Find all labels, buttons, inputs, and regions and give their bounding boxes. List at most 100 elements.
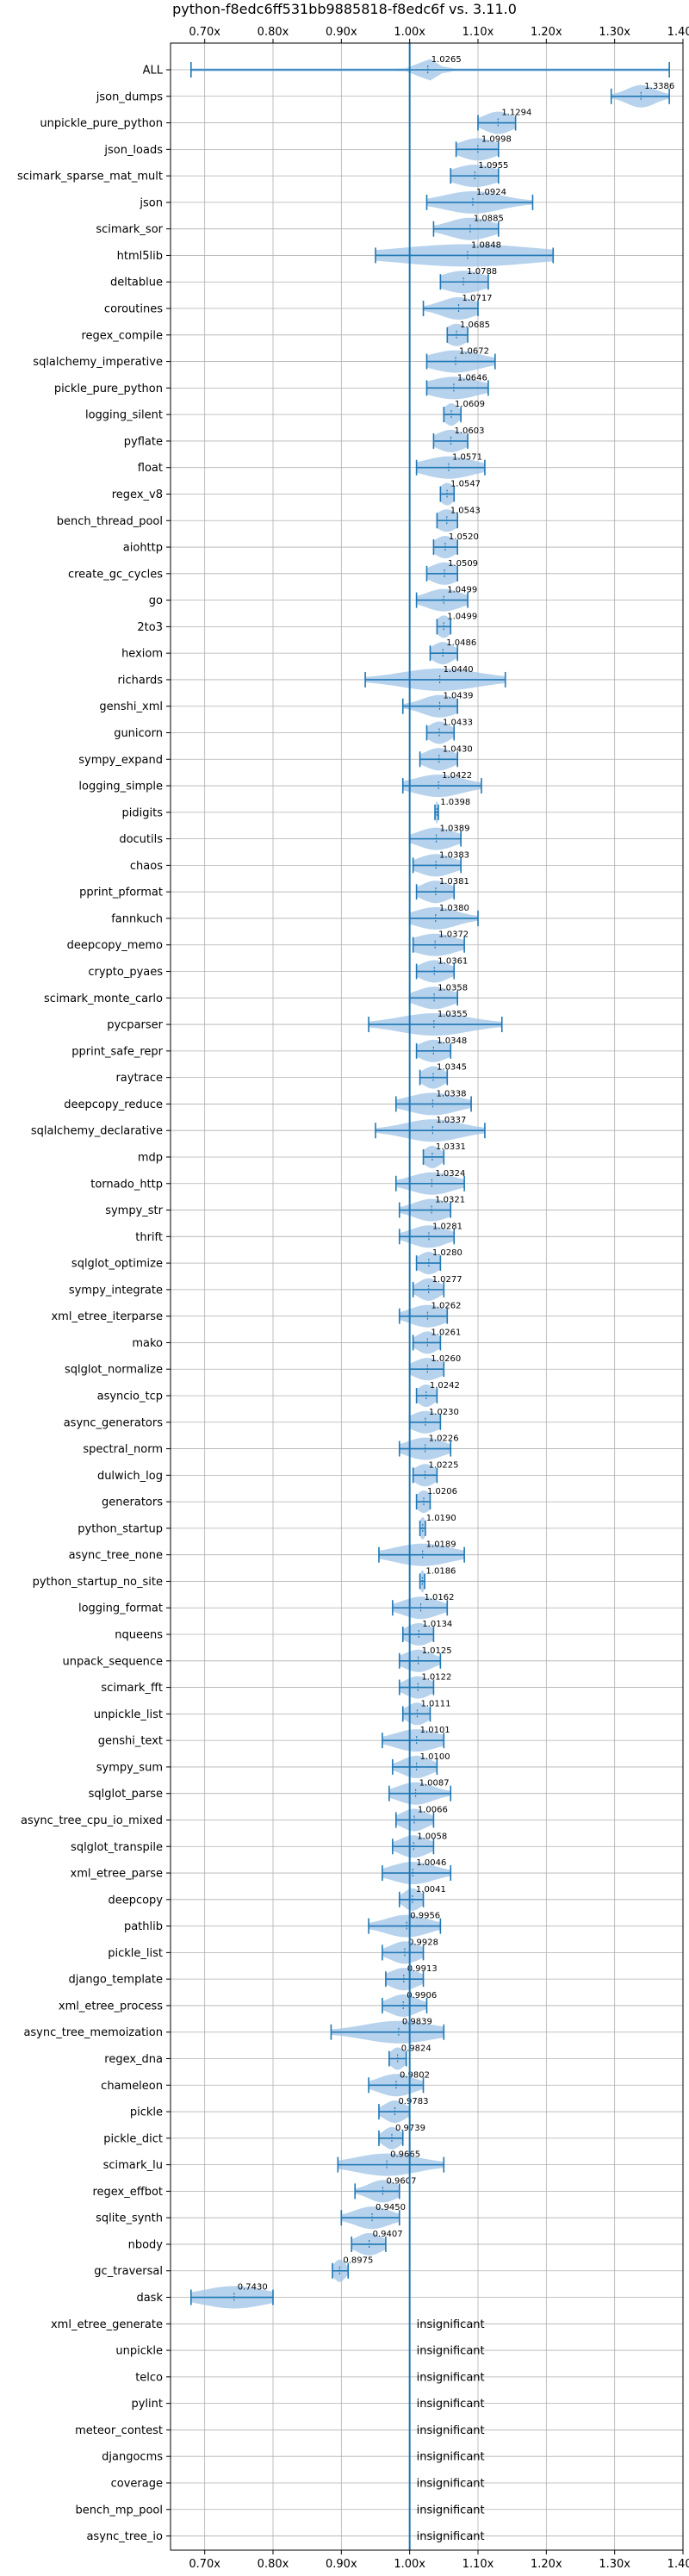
benchmark-label: bench_thread_pool bbox=[57, 515, 163, 528]
benchmark-violin bbox=[398, 1304, 449, 1328]
benchmark-violin bbox=[340, 2206, 400, 2230]
benchmark-label: deepcopy_memo bbox=[67, 939, 163, 952]
value-label: 1.0324 bbox=[435, 1169, 465, 1179]
benchmark-label: sqlglot_normalize bbox=[65, 1364, 163, 1377]
value-label: 1.0087 bbox=[419, 1779, 450, 1789]
benchmark-violin bbox=[368, 1013, 503, 1036]
value-label: 1.0206 bbox=[427, 1487, 457, 1496]
benchmark-violin bbox=[392, 1596, 449, 1620]
benchmark-label: docutils bbox=[119, 833, 163, 846]
value-label: 1.0672 bbox=[459, 347, 489, 357]
benchmark-label: json_loads bbox=[103, 144, 163, 157]
benchmark-violin bbox=[382, 1729, 445, 1752]
benchmark-label: regex_v8 bbox=[112, 488, 163, 501]
benchmark-label: sqlalchemy_imperative bbox=[33, 356, 163, 369]
value-label: 1.0381 bbox=[439, 877, 469, 887]
benchmark-label: raytrace bbox=[115, 1072, 163, 1085]
benchmark-label: sqlglot_transpile bbox=[71, 1841, 163, 1854]
benchmark-violin bbox=[432, 536, 459, 558]
benchmark-violin bbox=[385, 1968, 425, 1991]
x-tick-label-top: 0.70x bbox=[189, 26, 220, 39]
benchmark-label: dask bbox=[136, 2292, 163, 2305]
benchmark-violin bbox=[419, 1570, 425, 1593]
value-label: 1.0955 bbox=[478, 161, 508, 171]
value-label: 0.9607 bbox=[386, 2176, 416, 2186]
benchmark-violin bbox=[415, 1490, 431, 1514]
benchmark-label: telco bbox=[135, 2371, 163, 2384]
value-label: 1.0430 bbox=[443, 744, 473, 754]
benchmark-violin bbox=[415, 1039, 452, 1062]
benchmark-violin bbox=[419, 748, 459, 771]
benchmark-violin bbox=[394, 1808, 435, 1832]
value-label: 1.0277 bbox=[432, 1275, 462, 1285]
benchmark-label: crypto_pyaes bbox=[88, 966, 163, 979]
value-label: 1.3386 bbox=[644, 82, 674, 91]
value-label: 1.0041 bbox=[416, 1885, 446, 1895]
benchmark-label: deepcopy_reduce bbox=[64, 1098, 163, 1111]
value-label: 0.9802 bbox=[400, 2070, 430, 2080]
benchmark-label: regex_effbot bbox=[92, 2186, 163, 2199]
benchmark-label: meteor_contest bbox=[75, 2424, 163, 2437]
benchmark-label: pycparser bbox=[107, 1019, 163, 1032]
benchmark-violin bbox=[351, 2233, 387, 2256]
value-label: 1.0543 bbox=[450, 506, 481, 515]
benchmark-label: json bbox=[139, 196, 163, 209]
benchmark-violin bbox=[439, 482, 456, 506]
benchmark-label: chameleon bbox=[101, 2080, 163, 2093]
benchmark-violin bbox=[422, 1146, 445, 1168]
benchmark-violin bbox=[415, 880, 456, 904]
value-label: 0.9824 bbox=[401, 2044, 431, 2054]
x-tick-label-bottom: 0.90x bbox=[326, 2558, 357, 2571]
benchmark-violin bbox=[425, 562, 459, 585]
value-label: 1.0261 bbox=[431, 1328, 461, 1337]
value-label: 1.0058 bbox=[417, 1832, 447, 1841]
x-tick-label-bottom: 0.70x bbox=[189, 2558, 220, 2571]
value-label: 1.0398 bbox=[440, 798, 470, 807]
value-label: 1.0440 bbox=[444, 665, 474, 675]
benchmark-violin bbox=[415, 1252, 442, 1275]
benchmark-label: create_gc_cycles bbox=[68, 568, 163, 581]
value-label: 1.0046 bbox=[416, 1858, 446, 1868]
value-label: 1.0281 bbox=[432, 1222, 462, 1231]
label-layer: 1.0265 1.3386 1.1294 1.0998 1.0955 1.0924 1.08… bbox=[238, 43, 674, 2550]
benchmark-label: json_dumps bbox=[96, 90, 163, 103]
x-tick-label-bottom: 1.10x bbox=[462, 2558, 494, 2571]
benchmark-label: asyncio_tcp bbox=[97, 1391, 163, 1403]
value-label: 1.0066 bbox=[418, 1805, 448, 1814]
value-label: 1.0338 bbox=[436, 1089, 466, 1098]
benchmark-label: pathlib bbox=[124, 1920, 163, 1933]
benchmark-violin bbox=[412, 933, 465, 956]
benchmark-violin bbox=[375, 1119, 486, 1142]
benchmark-violin bbox=[432, 429, 469, 452]
benchmark-violin bbox=[388, 1782, 452, 1805]
value-label: 1.0788 bbox=[467, 267, 497, 277]
value-label: 1.0372 bbox=[438, 930, 469, 940]
value-label: 1.0486 bbox=[446, 638, 476, 648]
benchmark-violin bbox=[190, 59, 670, 81]
benchmark-label: async_tree_cpu_io_mixed bbox=[21, 1814, 163, 1827]
benchmark-label: pidigits bbox=[122, 806, 164, 819]
benchmark-label: go bbox=[149, 594, 163, 607]
x-tick-label-bottom: 1.20x bbox=[531, 2558, 562, 2571]
benchmark-label: gc_traversal bbox=[94, 2265, 163, 2278]
value-label: 1.0190 bbox=[426, 1514, 456, 1523]
value-label: 1.0262 bbox=[431, 1302, 461, 1311]
benchmark-label: nbody bbox=[128, 2238, 164, 2251]
value-label: 1.0380 bbox=[439, 904, 469, 913]
benchmark-label: logging_format bbox=[78, 1602, 163, 1615]
value-label: 0.9665 bbox=[390, 2150, 420, 2160]
x-tick-label-top: 0.80x bbox=[258, 26, 289, 39]
benchmark-label: logging_silent bbox=[85, 409, 163, 422]
benchmark-label: xml_etree_parse bbox=[71, 1868, 163, 1881]
benchmark-violin bbox=[375, 244, 555, 267]
benchmark-label: mako bbox=[132, 1337, 163, 1350]
benchmark-label: richards bbox=[118, 674, 164, 687]
value-label: 1.0358 bbox=[438, 983, 468, 992]
benchmark-violin bbox=[398, 1225, 456, 1248]
benchmark-label: coroutines bbox=[104, 303, 163, 316]
value-label: 1.1294 bbox=[501, 109, 531, 118]
benchmark-label: unpickle bbox=[115, 2345, 163, 2358]
benchmark-label: sqlalchemy_declarative bbox=[31, 1125, 163, 1138]
value-label: 1.0162 bbox=[425, 1593, 455, 1602]
value-label: 1.0547 bbox=[450, 479, 481, 488]
